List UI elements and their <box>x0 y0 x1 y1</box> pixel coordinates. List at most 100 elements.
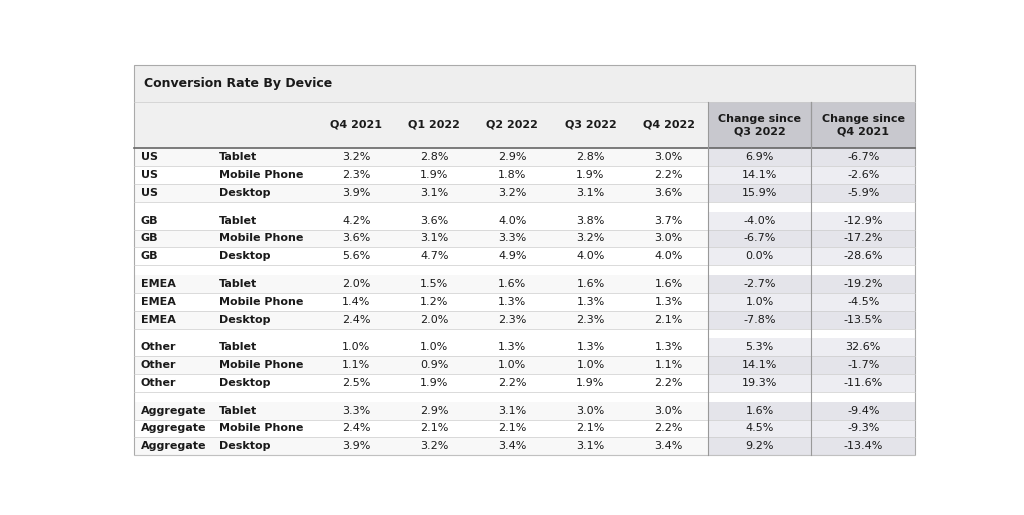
Bar <box>134 293 915 311</box>
Bar <box>708 148 915 166</box>
Text: 2.1%: 2.1% <box>577 423 604 434</box>
Text: 2.4%: 2.4% <box>342 423 371 434</box>
Bar <box>708 184 915 202</box>
Text: Mobile Phone: Mobile Phone <box>219 297 303 307</box>
Text: Q3 2022: Q3 2022 <box>564 120 616 130</box>
Text: 2.1%: 2.1% <box>654 315 683 324</box>
Text: 0.0%: 0.0% <box>745 251 774 261</box>
Text: GB: GB <box>140 216 158 226</box>
Bar <box>134 212 915 230</box>
Bar <box>708 101 915 148</box>
Text: 4.5%: 4.5% <box>745 423 774 434</box>
Text: 4.0%: 4.0% <box>499 216 526 226</box>
Text: -13.5%: -13.5% <box>844 315 883 324</box>
Bar <box>708 338 915 356</box>
Text: Other: Other <box>140 378 176 388</box>
Text: 1.3%: 1.3% <box>654 342 683 352</box>
Text: -7.8%: -7.8% <box>743 315 776 324</box>
Text: Desktop: Desktop <box>219 378 270 388</box>
Text: Conversion Rate By Device: Conversion Rate By Device <box>143 77 332 90</box>
Text: 3.0%: 3.0% <box>577 406 604 416</box>
Text: Aggregate: Aggregate <box>140 423 206 434</box>
Text: 3.4%: 3.4% <box>499 441 526 451</box>
Text: 2.1%: 2.1% <box>499 423 526 434</box>
Text: 1.3%: 1.3% <box>499 297 526 307</box>
Bar <box>134 230 915 247</box>
Text: Tablet: Tablet <box>219 279 257 289</box>
Text: 3.1%: 3.1% <box>577 188 604 198</box>
Bar <box>708 402 915 420</box>
Bar <box>134 311 915 329</box>
Text: US: US <box>140 188 158 198</box>
Text: 1.3%: 1.3% <box>654 297 683 307</box>
Text: Other: Other <box>140 342 176 352</box>
Text: 1.2%: 1.2% <box>420 297 449 307</box>
Text: 3.2%: 3.2% <box>577 233 604 244</box>
Text: 3.2%: 3.2% <box>420 441 449 451</box>
Text: 1.0%: 1.0% <box>499 360 526 370</box>
Text: 5.6%: 5.6% <box>342 251 371 261</box>
Text: 3.1%: 3.1% <box>577 441 604 451</box>
Text: 2.4%: 2.4% <box>342 315 371 324</box>
Text: 19.3%: 19.3% <box>741 378 777 388</box>
Text: 3.0%: 3.0% <box>654 406 683 416</box>
Text: 2.2%: 2.2% <box>654 423 683 434</box>
Text: 4.9%: 4.9% <box>498 251 526 261</box>
Text: -12.9%: -12.9% <box>844 216 883 226</box>
Text: Mobile Phone: Mobile Phone <box>219 423 303 434</box>
Text: 5.3%: 5.3% <box>745 342 774 352</box>
Text: 1.1%: 1.1% <box>654 360 683 370</box>
Text: Mobile Phone: Mobile Phone <box>219 233 303 244</box>
Text: 2.3%: 2.3% <box>499 315 526 324</box>
Bar <box>708 230 915 247</box>
Text: 1.6%: 1.6% <box>577 279 604 289</box>
Bar <box>134 374 915 392</box>
Text: Change since
Q4 2021: Change since Q4 2021 <box>822 114 905 136</box>
Bar <box>134 329 915 338</box>
Text: 1.5%: 1.5% <box>420 279 449 289</box>
Text: 1.8%: 1.8% <box>499 170 526 180</box>
Text: -28.6%: -28.6% <box>844 251 883 261</box>
Text: 6.9%: 6.9% <box>745 152 774 162</box>
Text: 3.1%: 3.1% <box>420 188 449 198</box>
Bar <box>134 101 915 148</box>
Text: -4.0%: -4.0% <box>743 216 776 226</box>
Text: Desktop: Desktop <box>219 188 270 198</box>
Text: 3.0%: 3.0% <box>654 152 683 162</box>
Text: 4.2%: 4.2% <box>342 216 371 226</box>
Text: Desktop: Desktop <box>219 251 270 261</box>
Text: 15.9%: 15.9% <box>741 188 777 198</box>
Text: Mobile Phone: Mobile Phone <box>219 360 303 370</box>
Text: -9.3%: -9.3% <box>847 423 880 434</box>
Bar <box>134 275 915 293</box>
Text: 1.3%: 1.3% <box>577 342 604 352</box>
Text: Tablet: Tablet <box>219 342 257 352</box>
Text: -11.6%: -11.6% <box>844 378 883 388</box>
Text: -13.4%: -13.4% <box>844 441 883 451</box>
Bar <box>134 356 915 374</box>
Text: 3.6%: 3.6% <box>342 233 371 244</box>
Text: Tablet: Tablet <box>219 406 257 416</box>
Text: Aggregate: Aggregate <box>140 406 206 416</box>
Text: 2.2%: 2.2% <box>498 378 526 388</box>
Text: 1.6%: 1.6% <box>499 279 526 289</box>
Text: 3.2%: 3.2% <box>342 152 371 162</box>
Bar <box>134 202 915 212</box>
Text: -9.4%: -9.4% <box>847 406 880 416</box>
Bar <box>708 166 915 184</box>
Text: 1.9%: 1.9% <box>577 170 604 180</box>
Text: 1.9%: 1.9% <box>420 170 449 180</box>
Text: 1.3%: 1.3% <box>577 297 604 307</box>
Text: -19.2%: -19.2% <box>844 279 883 289</box>
Text: Change since
Q3 2022: Change since Q3 2022 <box>718 114 801 136</box>
Bar <box>708 374 915 392</box>
Bar <box>134 265 915 275</box>
Text: 1.3%: 1.3% <box>499 342 526 352</box>
Text: 3.4%: 3.4% <box>654 441 683 451</box>
Text: -5.9%: -5.9% <box>847 188 880 198</box>
Bar <box>134 392 915 402</box>
Bar <box>708 247 915 265</box>
Text: EMEA: EMEA <box>140 279 175 289</box>
Bar <box>134 420 915 437</box>
Text: 3.2%: 3.2% <box>499 188 526 198</box>
